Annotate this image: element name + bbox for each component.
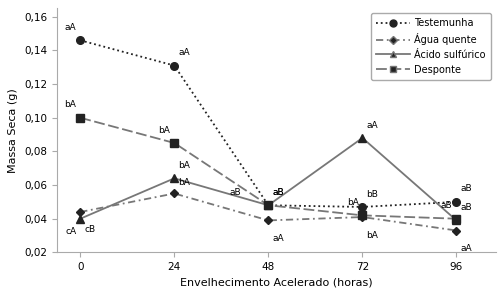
Text: aA: aA (178, 48, 190, 57)
Text: aB: aB (229, 188, 241, 197)
Text: bA: bA (366, 231, 378, 239)
Legend: Testemunha, Água quente, Ácido sulfúrico, Desponte: Testemunha, Água quente, Ácido sulfúrico… (371, 13, 491, 80)
Text: aB: aB (441, 201, 453, 210)
Text: cA: cA (65, 227, 76, 236)
Text: aB: aB (460, 203, 472, 212)
Text: aA: aA (272, 234, 284, 243)
X-axis label: Envelhecimento Acelerado (horas): Envelhecimento Acelerado (horas) (180, 278, 372, 288)
Text: aA: aA (366, 120, 378, 130)
Text: aA: aA (65, 23, 76, 32)
Text: aA: aA (460, 244, 472, 253)
Text: bA: bA (347, 198, 358, 207)
Text: bA: bA (65, 100, 76, 109)
Text: aB: aB (460, 184, 472, 194)
Text: cB: cB (84, 226, 95, 234)
Text: aB: aB (272, 188, 284, 197)
Text: bA: bA (178, 178, 190, 187)
Text: bA: bA (178, 161, 190, 170)
Text: bB: bB (366, 189, 378, 199)
Y-axis label: Massa Seca (g): Massa Seca (g) (9, 88, 18, 173)
Text: bA: bA (159, 126, 170, 135)
Text: aB: aB (272, 188, 284, 197)
